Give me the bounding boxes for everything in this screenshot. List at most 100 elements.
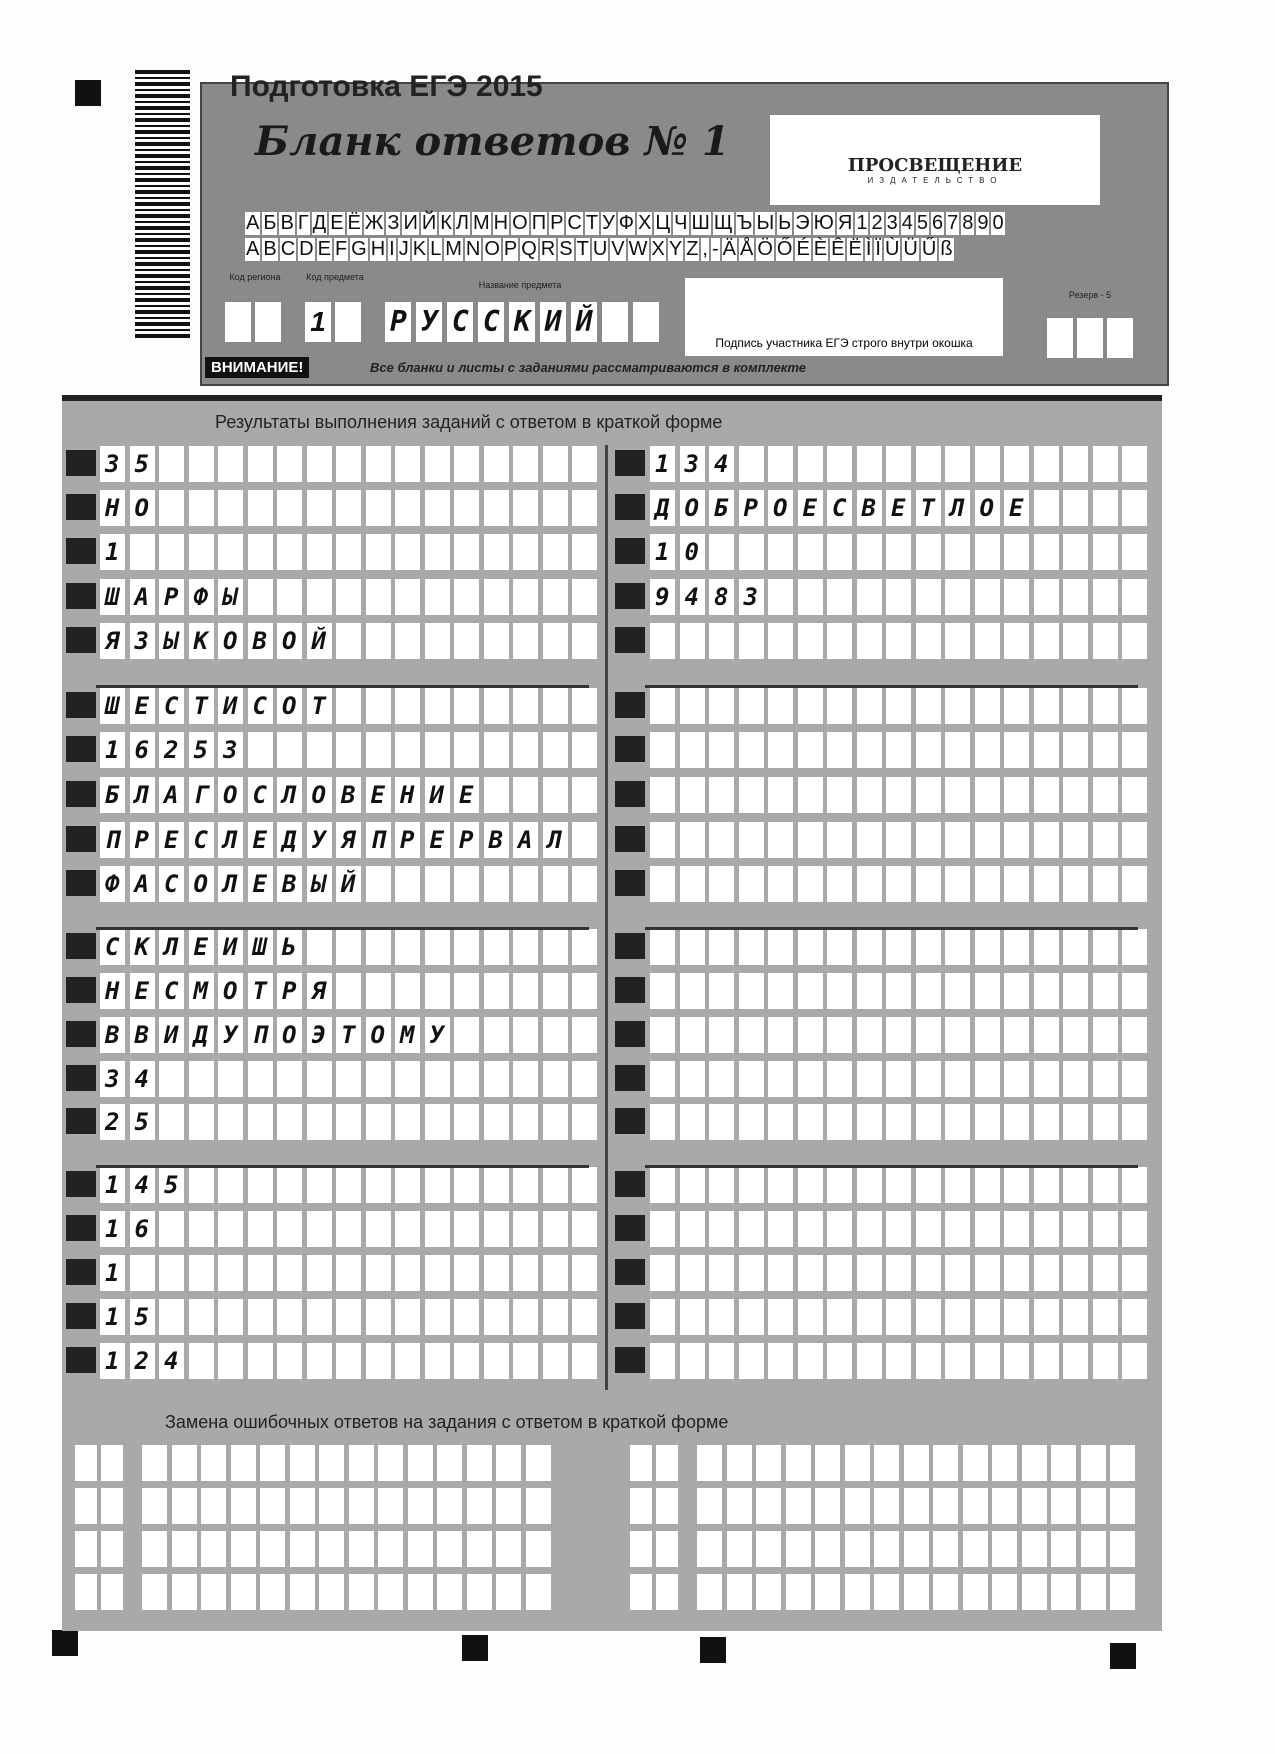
answer-cell[interactable]	[945, 1299, 970, 1335]
answer-cell[interactable]	[277, 688, 302, 724]
answer-cell[interactable]	[513, 1255, 538, 1291]
answer-cell[interactable]	[768, 534, 793, 570]
answer-cell[interactable]	[306, 822, 332, 858]
answer-cell[interactable]	[247, 1343, 273, 1379]
answer-cell[interactable]	[424, 446, 450, 482]
replacement-cell[interactable]	[260, 1531, 285, 1567]
answer-cell[interactable]	[1063, 490, 1088, 526]
answer-cell[interactable]	[886, 490, 911, 526]
replacement-cell[interactable]	[466, 1574, 492, 1610]
answer-cell[interactable]	[306, 534, 332, 570]
answer-cell[interactable]	[856, 973, 882, 1009]
answer-cell[interactable]	[856, 1211, 882, 1247]
answer-cell[interactable]	[1063, 929, 1088, 965]
answer-cell[interactable]	[572, 866, 597, 902]
answer-cell[interactable]	[1092, 1061, 1118, 1097]
answer-cell[interactable]	[1033, 1343, 1059, 1379]
subject-name-cell[interactable]	[571, 302, 597, 342]
answer-cell[interactable]	[797, 1017, 823, 1053]
answer-cell[interactable]	[218, 929, 243, 965]
answer-cell[interactable]	[100, 929, 125, 965]
answer-cell[interactable]	[945, 1017, 970, 1053]
answer-cell[interactable]	[1004, 446, 1029, 482]
replacement-cell[interactable]	[630, 1488, 652, 1524]
replacement-cell[interactable]	[171, 1531, 197, 1567]
region-code-cell[interactable]	[255, 302, 281, 342]
answer-cell[interactable]	[1063, 1017, 1088, 1053]
answer-cell[interactable]	[1063, 534, 1088, 570]
answer-cell[interactable]	[247, 1167, 273, 1203]
replacement-cell[interactable]	[407, 1445, 433, 1481]
answer-cell[interactable]	[336, 777, 361, 813]
replacement-cell[interactable]	[101, 1574, 123, 1610]
answer-cell[interactable]	[1033, 973, 1059, 1009]
answer-cell[interactable]	[129, 446, 155, 482]
answer-cell[interactable]	[945, 777, 970, 813]
answer-cell[interactable]	[159, 490, 184, 526]
answer-cell[interactable]	[100, 1255, 125, 1291]
answer-cell[interactable]	[277, 1343, 302, 1379]
answer-cell[interactable]	[945, 1167, 970, 1203]
answer-cell[interactable]	[738, 1343, 764, 1379]
replacement-cell[interactable]	[903, 1531, 929, 1567]
answer-cell[interactable]	[856, 490, 882, 526]
answer-cell[interactable]	[886, 623, 911, 659]
answer-cell[interactable]	[1033, 732, 1059, 768]
answer-cell[interactable]	[513, 623, 538, 659]
answer-cell[interactable]	[513, 1343, 538, 1379]
answer-cell[interactable]	[188, 1255, 214, 1291]
answer-cell[interactable]	[542, 1017, 568, 1053]
answer-cell[interactable]	[306, 1167, 332, 1203]
answer-cell[interactable]	[188, 1017, 214, 1053]
answer-cell[interactable]	[1063, 777, 1088, 813]
replacement-cell[interactable]	[1110, 1445, 1135, 1481]
answer-cell[interactable]	[1004, 1167, 1029, 1203]
answer-cell[interactable]	[945, 688, 970, 724]
replacement-cell[interactable]	[1110, 1574, 1135, 1610]
answer-cell[interactable]	[218, 623, 243, 659]
answer-cell[interactable]	[1122, 1017, 1147, 1053]
replacement-cell[interactable]	[496, 1531, 521, 1567]
answer-cell[interactable]	[483, 579, 509, 615]
answer-cell[interactable]	[1122, 973, 1147, 1009]
answer-cell[interactable]	[188, 822, 214, 858]
answer-cell[interactable]	[100, 534, 125, 570]
replacement-cell[interactable]	[75, 1531, 97, 1567]
answer-cell[interactable]	[709, 1017, 734, 1053]
answer-cell[interactable]	[277, 1211, 302, 1247]
answer-cell[interactable]	[454, 1299, 479, 1335]
answer-cell[interactable]	[974, 688, 1000, 724]
answer-cell[interactable]	[856, 929, 882, 965]
answer-cell[interactable]	[1122, 1255, 1147, 1291]
answer-cell[interactable]	[454, 1061, 479, 1097]
replacement-cell[interactable]	[815, 1531, 840, 1567]
answer-cell[interactable]	[542, 490, 568, 526]
answer-cell[interactable]	[100, 1061, 125, 1097]
answer-cell[interactable]	[365, 1104, 391, 1140]
answer-cell[interactable]	[709, 866, 734, 902]
answer-cell[interactable]	[336, 1255, 361, 1291]
answer-cell[interactable]	[395, 579, 420, 615]
answer-cell[interactable]	[454, 446, 479, 482]
answer-cell[interactable]	[797, 973, 823, 1009]
answer-cell[interactable]	[129, 973, 155, 1009]
answer-cell[interactable]	[247, 579, 273, 615]
answer-cell[interactable]	[277, 490, 302, 526]
answer-cell[interactable]	[188, 534, 214, 570]
replacement-cell[interactable]	[260, 1574, 285, 1610]
answer-cell[interactable]	[306, 929, 332, 965]
replacement-cell[interactable]	[1051, 1531, 1076, 1567]
answer-cell[interactable]	[247, 732, 273, 768]
answer-cell[interactable]	[365, 929, 391, 965]
answer-cell[interactable]	[1063, 623, 1088, 659]
answer-cell[interactable]	[542, 688, 568, 724]
answer-cell[interactable]	[277, 822, 302, 858]
answer-cell[interactable]	[188, 1211, 214, 1247]
answer-cell[interactable]	[1033, 688, 1059, 724]
answer-cell[interactable]	[650, 866, 675, 902]
answer-cell[interactable]	[159, 579, 184, 615]
answer-cell[interactable]	[1063, 866, 1088, 902]
answer-cell[interactable]	[1063, 973, 1088, 1009]
answer-cell[interactable]	[365, 490, 391, 526]
answer-cell[interactable]	[974, 732, 1000, 768]
